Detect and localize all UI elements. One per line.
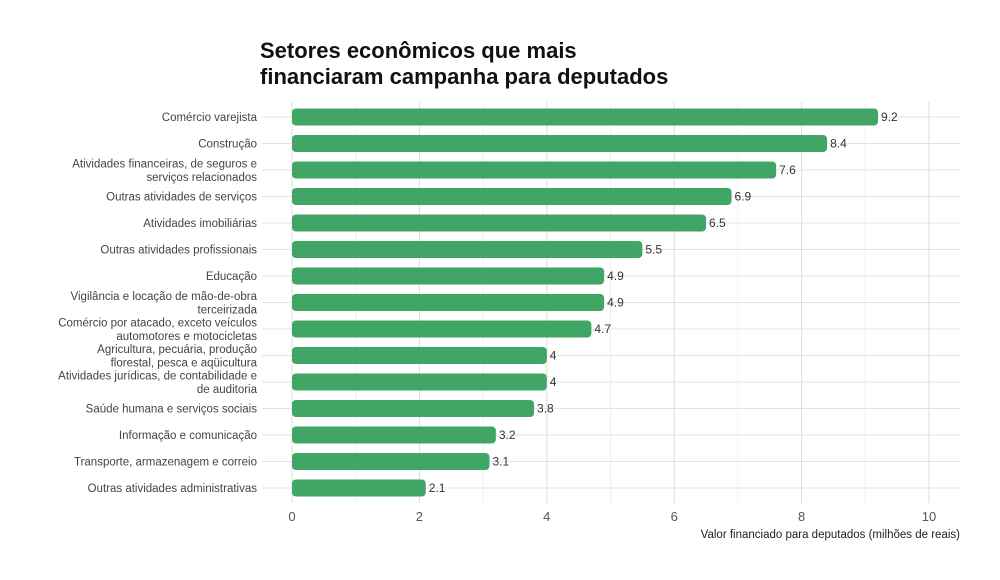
category-label: Construção xyxy=(198,139,257,151)
category-labels: Comércio varejista Construção Atividades f… xyxy=(58,112,257,495)
bar xyxy=(292,267,605,285)
category-label: Transporte, armazenagem e correio xyxy=(74,457,257,469)
x-tick-label: 8 xyxy=(798,509,805,524)
bar-value-label: 2.1 xyxy=(429,481,446,495)
x-tick-label: 4 xyxy=(543,509,550,524)
category-label: Atividades financeiras, de seguros e serv… xyxy=(72,158,257,184)
bar-value-label: 6.5 xyxy=(709,216,726,230)
category-label: Agricultura, pecuária, produção florestal… xyxy=(97,344,257,370)
x-tick-label: 0 xyxy=(288,509,295,524)
bar-value-label: 5.5 xyxy=(645,243,662,257)
category-label: Informação e comunicação xyxy=(119,430,257,442)
bar-value-label: 4.9 xyxy=(607,269,624,283)
bar-value-label: 4.9 xyxy=(607,296,624,310)
bar-value-label: 4.7 xyxy=(594,322,611,336)
x-tick-label: 6 xyxy=(671,509,678,524)
bar-value-label: 4 xyxy=(550,375,557,389)
bars xyxy=(292,108,879,497)
bar xyxy=(292,135,828,152)
bar xyxy=(292,400,535,417)
category-label: Vigilância e locação de mão-de-obra terce… xyxy=(71,291,258,317)
category-label: Educação xyxy=(206,271,257,283)
bar xyxy=(292,214,707,232)
x-tick-label: 10 xyxy=(922,509,936,524)
category-label: Outras atividades de serviços xyxy=(106,192,257,204)
bar xyxy=(292,453,490,470)
bar-value-label: 8.4 xyxy=(830,137,847,151)
category-label: Outras atividades profissionais xyxy=(100,245,257,257)
bar xyxy=(292,108,879,126)
x-axis-ticks: 0 2 4 6 8 10 xyxy=(288,509,936,524)
bar-value-label: 6.9 xyxy=(735,190,752,204)
bar xyxy=(292,320,592,338)
chart-title-line-1: Setores econômicos que mais xyxy=(260,38,577,63)
category-label: Comércio varejista xyxy=(162,112,258,124)
category-label: Outras atividades administrativas xyxy=(88,483,258,495)
bar xyxy=(292,294,605,311)
category-label: Atividades imobiliárias xyxy=(143,218,257,230)
category-label: Comércio por atacado, exceto veículos aut… xyxy=(58,317,257,343)
bar xyxy=(292,241,643,258)
bar xyxy=(292,161,777,179)
bar xyxy=(292,347,547,364)
bar xyxy=(292,426,496,444)
bar-value-label: 7.6 xyxy=(779,163,796,177)
chart-title: Setores econômicos que mais financiaram … xyxy=(260,38,668,90)
category-label: Saúde humana e serviços sociais xyxy=(86,404,258,416)
value-labels: 9.2 8.4 7.6 6.9 6.5 5.5 4.9 4.9 4.7 4 4 3.8 3.2 3.1 2.… xyxy=(429,110,898,495)
bar xyxy=(292,479,426,497)
bar-value-label: 3.8 xyxy=(537,402,554,416)
x-tick-label: 2 xyxy=(416,509,423,524)
bar-value-label: 3.2 xyxy=(499,428,516,442)
bar-value-label: 4 xyxy=(550,349,557,363)
bar xyxy=(292,188,732,205)
bar xyxy=(292,373,547,391)
chart-title-line-2: financiaram campanha para deputados xyxy=(260,64,669,89)
category-label: Atividades jurídicas, de contabilidade e… xyxy=(58,370,257,396)
bar-value-label: 9.2 xyxy=(881,110,898,124)
x-axis-title: Valor financiado para deputados (milhões… xyxy=(701,529,960,541)
bar-value-label: 3.1 xyxy=(492,455,509,469)
